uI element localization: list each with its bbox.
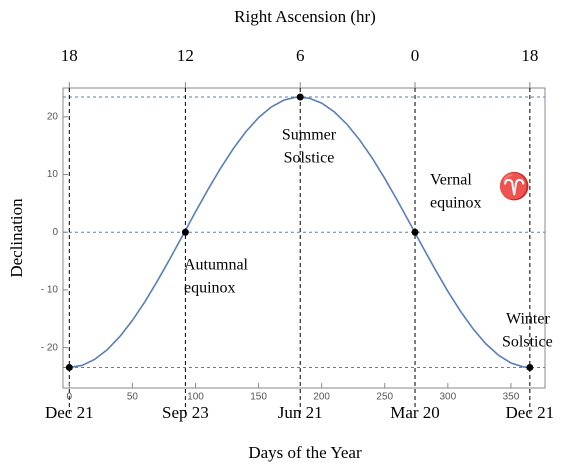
annotation: Summer (282, 127, 337, 144)
x2-tick-label: 18 (61, 46, 78, 65)
y-tick-label: 10 (47, 169, 59, 180)
x-tick-label: 300 (439, 392, 456, 403)
annotation: Solstice (284, 150, 335, 167)
date-tick-label: Jun 21 (278, 403, 323, 422)
annotation: Solstice (502, 334, 553, 351)
x-axis-label: Days of the Year (248, 443, 362, 462)
x2-tick-label: 6 (296, 46, 305, 65)
y-tick-label: 0 (52, 227, 58, 238)
point (411, 228, 419, 236)
x-tick-label: 0 (67, 392, 73, 403)
x2-tick-label: 18 (521, 46, 538, 65)
annotation: Winter (506, 311, 550, 328)
annotation: Autumnal (184, 257, 249, 274)
annotation: ♈ (498, 171, 530, 201)
date-tick-label: Dec 21 (506, 403, 555, 422)
x-tick-label: 150 (250, 392, 267, 403)
x-tick-label: 200 (313, 392, 330, 403)
annotation: equinox (184, 280, 236, 297)
y-tick-label: 20 (47, 111, 59, 122)
y-tick-label: - 20 (41, 342, 59, 353)
chart-title: Right Ascension (hr) (234, 7, 376, 26)
plot-frame (62, 87, 546, 389)
date-tick-label: Dec 21 (45, 403, 94, 422)
point (526, 363, 534, 371)
point (65, 363, 73, 371)
x-tick-label: 350 (503, 392, 520, 403)
date-tick-label: Sep 23 (162, 403, 209, 422)
point (181, 228, 189, 236)
x-tick-label: 250 (376, 392, 393, 403)
x-tick-label: 50 (127, 392, 139, 403)
x2-tick-label: 0 (411, 46, 420, 65)
point (296, 93, 304, 101)
annotation: equinox (430, 195, 482, 212)
y-axis-label: Declination (7, 198, 26, 278)
annotation: Vernal (430, 172, 472, 189)
x2-tick-label: 12 (177, 46, 194, 65)
date-tick-label: Mar 20 (390, 403, 440, 422)
y-tick-label: - 10 (41, 285, 59, 296)
x-tick-label: 100 (187, 392, 204, 403)
